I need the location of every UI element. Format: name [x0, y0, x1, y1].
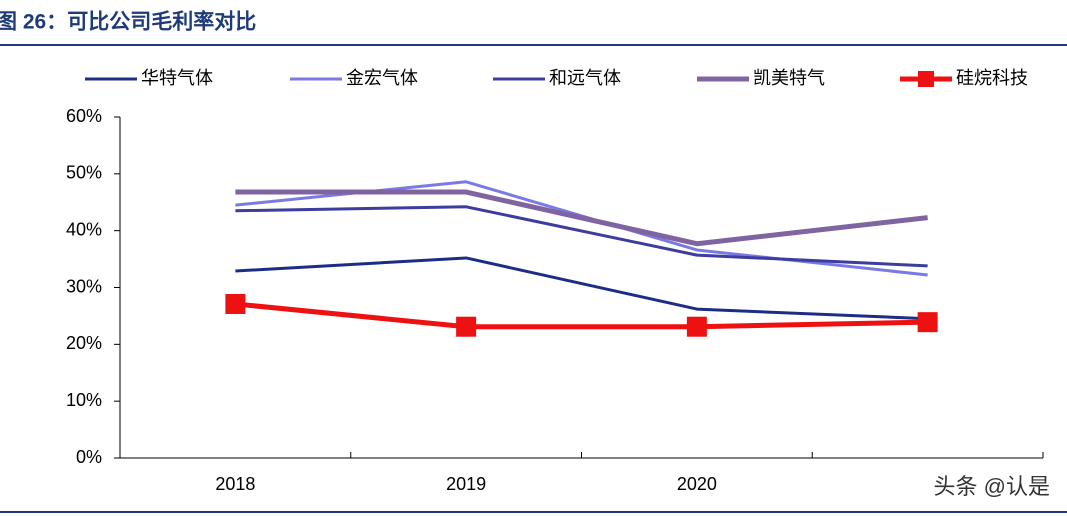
marker [917, 312, 938, 333]
series-line [235, 189, 928, 247]
legend-label: 华特气体 [141, 68, 213, 88]
marker [456, 316, 477, 337]
y-tick-label: 40% [66, 219, 102, 239]
x-tick-label: 2018 [215, 474, 255, 494]
marker [686, 316, 707, 337]
y-tick-label: 50% [66, 163, 102, 183]
legend-label: 凯美特气 [753, 68, 825, 88]
watermark: 头条 @认是 [934, 474, 1050, 499]
marker [225, 293, 246, 314]
y-tick-label: 20% [66, 333, 102, 353]
series-line [235, 301, 928, 330]
y-tick-label: 10% [66, 390, 102, 410]
y-tick-label: 60% [66, 106, 102, 126]
x-tick-label: 2020 [677, 474, 717, 494]
legend-label: 硅烷科技 [956, 68, 1028, 88]
chart-title: 图 26：可比公司毛利率对比 [0, 10, 256, 34]
legend-marker [918, 71, 934, 87]
legend-label: 金宏气体 [346, 68, 418, 88]
y-tick-label: 30% [66, 276, 102, 296]
legend-label: 和远气体 [549, 68, 621, 88]
series-line [235, 205, 928, 268]
y-tick-label: 0% [76, 447, 102, 467]
x-tick-label: 2019 [446, 474, 486, 494]
series-line [235, 256, 928, 321]
